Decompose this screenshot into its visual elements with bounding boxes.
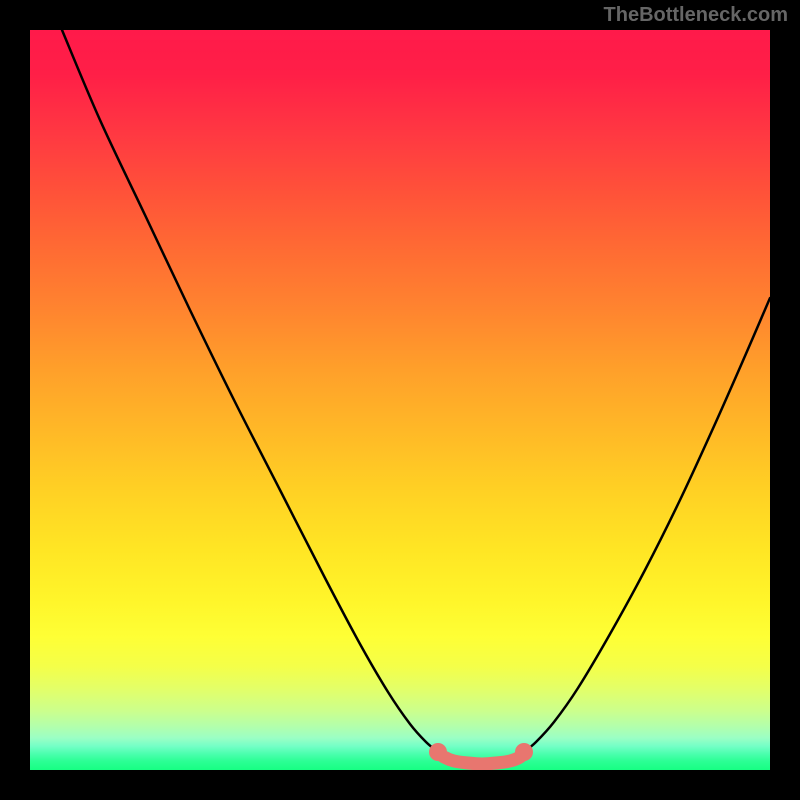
highlight-endpoint-right [515, 743, 533, 761]
plot-area [30, 30, 770, 770]
watermark-text: TheBottleneck.com [604, 4, 788, 27]
gradient-background [30, 30, 770, 770]
highlight-endpoint-left [429, 743, 447, 761]
plot-svg [30, 30, 770, 770]
chart-container: TheBottleneck.com [0, 0, 800, 800]
